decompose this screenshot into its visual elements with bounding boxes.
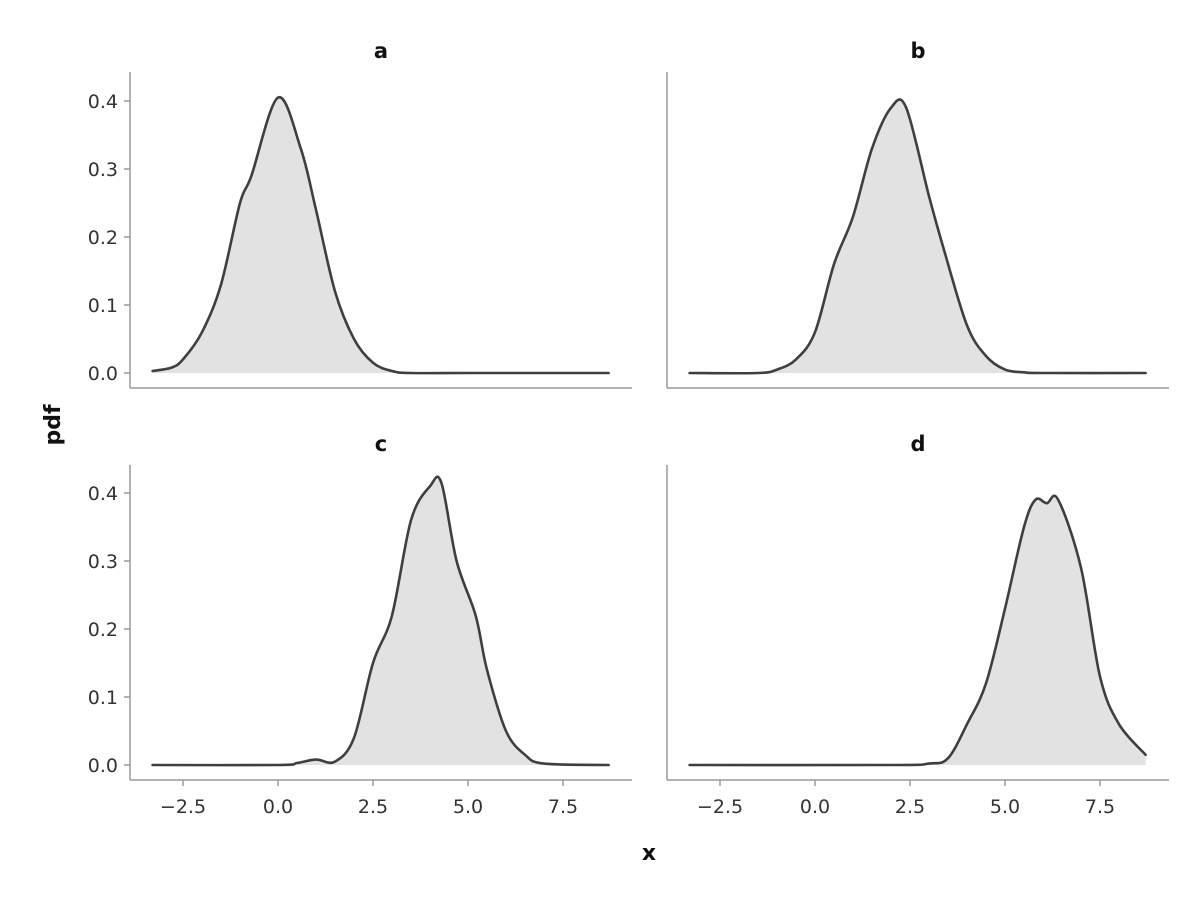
panel-b: b [666, 39, 1169, 389]
x-tick-label: 2.5 [895, 796, 925, 818]
y-tick-label: 0.1 [88, 687, 118, 709]
panel-a: a 0.0 0.1 0.2 0.3 0.4 [88, 39, 632, 389]
x-tick-label: 2.5 [358, 796, 388, 818]
panel-c: c 0.0 0.1 0.2 0.3 0.4 −2.5 0.0 2.5 5.0 7.5 [88, 432, 632, 818]
x-tick-label: 0.0 [800, 796, 830, 818]
x-tick-label: −2.5 [697, 796, 743, 818]
x-tick-label: 0.0 [263, 796, 293, 818]
panel-title-d: d [910, 432, 925, 456]
density-area-d [689, 495, 1146, 766]
x-tick-label: 7.5 [1085, 796, 1115, 818]
density-line-c [151, 475, 610, 767]
density-area-b [689, 99, 1146, 374]
y-tick-label: 0.0 [88, 755, 118, 777]
y-tick-label: 0.4 [88, 91, 118, 113]
density-line-d [688, 494, 1147, 767]
y-tick-label: 0.3 [88, 159, 118, 181]
x-tick-label: 5.0 [453, 796, 483, 818]
x-tick-label: 7.5 [548, 796, 578, 818]
y-tick-label: 0.1 [88, 295, 118, 317]
density-line-a [151, 96, 610, 375]
x-axis-title: x [642, 841, 656, 866]
y-tick-label: 0.0 [88, 363, 118, 385]
y-tick-label: 0.2 [88, 619, 118, 641]
y-tick-label: 0.3 [88, 551, 118, 573]
x-tick-label: −2.5 [160, 796, 206, 818]
y-tick-label: 0.4 [88, 483, 118, 505]
panel-title-a: a [374, 39, 388, 63]
y-axis-title: pdf [41, 404, 66, 445]
density-line-b [688, 98, 1147, 375]
y-tick-label: 0.2 [88, 227, 118, 249]
panel-title-c: c [375, 432, 387, 456]
panel-d: d −2.5 0.0 2.5 5.0 7.5 [666, 432, 1169, 818]
x-tick-label: 5.0 [990, 796, 1020, 818]
density-area-a [152, 97, 609, 374]
panel-title-b: b [910, 39, 925, 63]
density-area-c [152, 476, 609, 766]
